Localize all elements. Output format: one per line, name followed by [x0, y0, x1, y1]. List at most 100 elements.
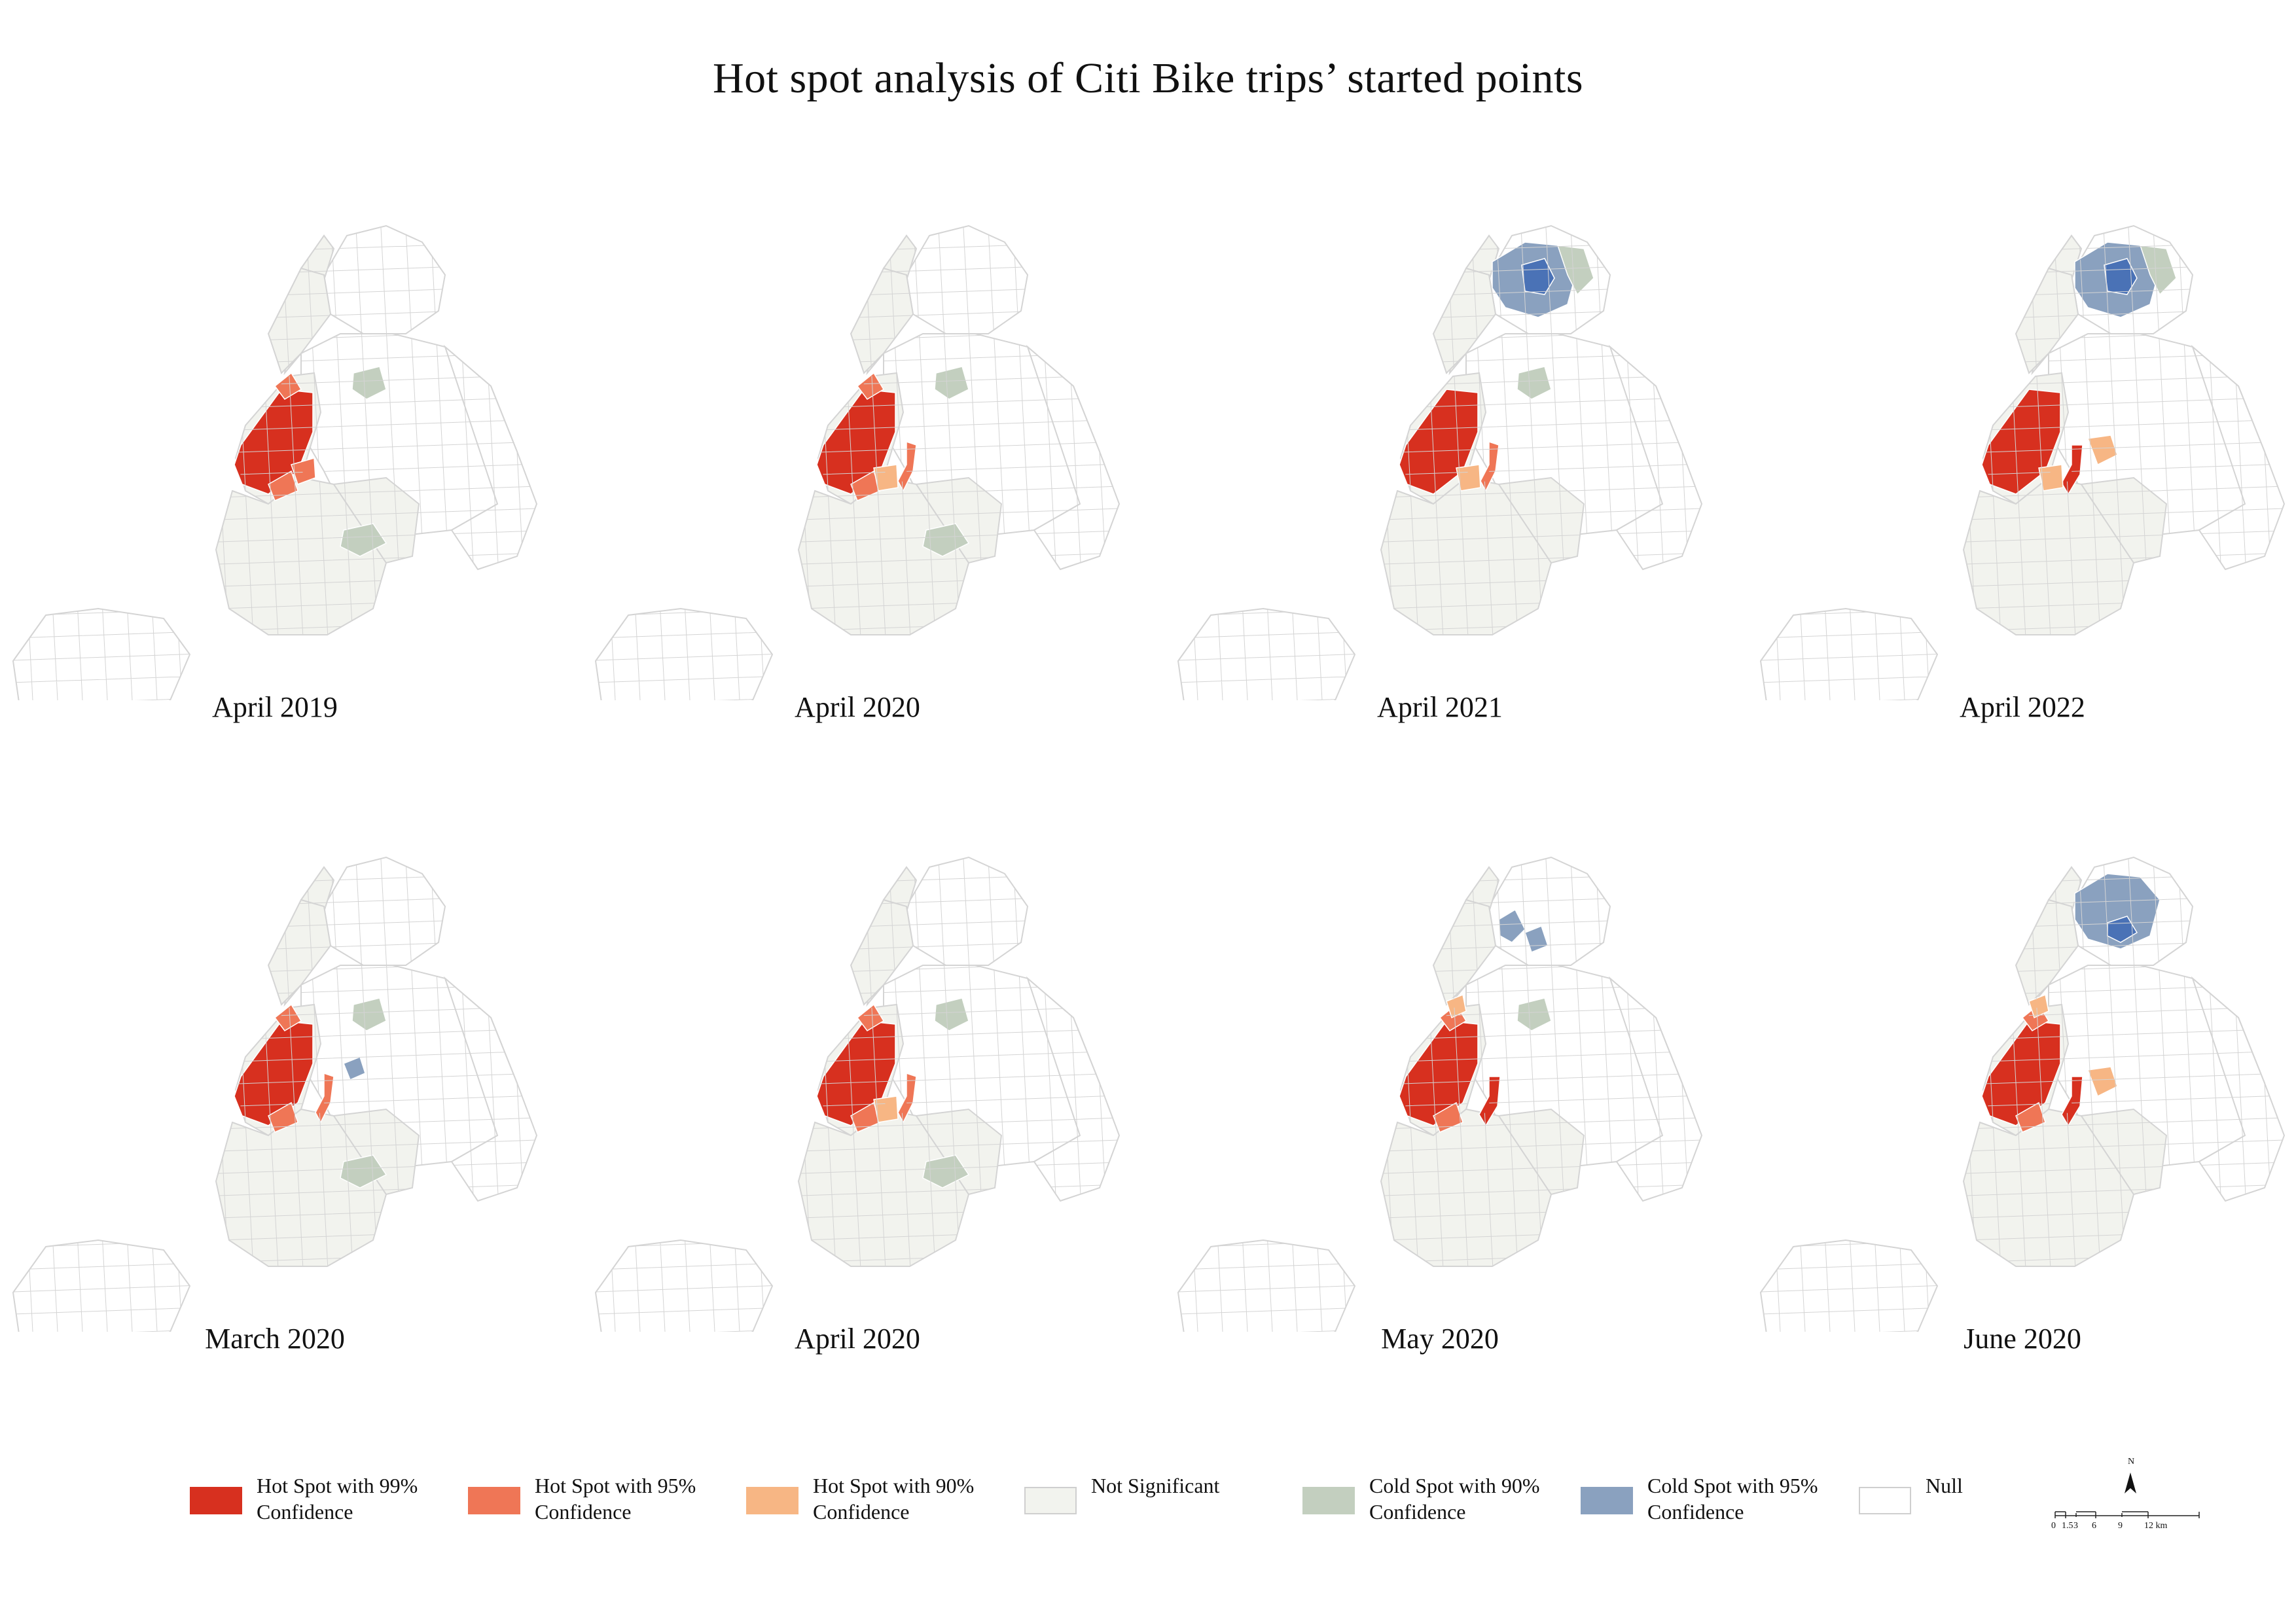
north-arrow-and-scale — [2054, 1472, 2200, 1518]
borough-brooklyn — [215, 476, 387, 635]
borough-upperWest — [2015, 267, 2079, 374]
borough-upperWest — [267, 899, 332, 1006]
borough-bronx — [1488, 856, 1611, 966]
map-title: Hot spot analysis of Citi Bike trips’ st… — [712, 54, 1583, 102]
hotspot-region-bronx_cold90 — [1556, 245, 1594, 296]
panel-caption: April 2022 — [1960, 691, 2085, 723]
hotspot-region-cold90_queens_north — [351, 997, 387, 1031]
hotspot-region-queens_hot90 — [2087, 1066, 2118, 1097]
map-panel: March 2020 — [0, 769, 556, 1371]
borough-upperWest — [1432, 899, 1497, 1006]
borough-queensEast — [1026, 344, 1121, 571]
hotspot-region-bk_waterfront_hot95 — [291, 457, 316, 485]
borough-upperWest — [850, 899, 914, 1006]
borough-brooklyn — [215, 1108, 387, 1267]
map-panel: June 2020 — [1741, 769, 2296, 1371]
borough-staten — [1177, 1239, 1356, 1332]
legend-swatch — [746, 1487, 798, 1514]
legend-swatch — [190, 1487, 242, 1514]
scale-tick-label: 3 — [2073, 1521, 2078, 1531]
hotspot-region-cold90_queens_north — [1516, 997, 1552, 1031]
choropleth-map — [1177, 224, 1703, 700]
scale-tick-label: 9 — [2118, 1521, 2123, 1531]
choropleth-map — [12, 224, 538, 700]
scale-tick-label: 12 km — [2144, 1521, 2168, 1531]
map-panel: April 2020 — [576, 769, 1139, 1371]
hotspot-region-queens_cold95 — [343, 1056, 366, 1080]
map-panel: April 2019 — [0, 137, 556, 740]
borough-queensEast — [443, 344, 538, 571]
borough-upperWest — [2015, 899, 2079, 1006]
panel-caption: June 2020 — [1964, 1323, 2081, 1355]
scale-tick-label: 6 — [2092, 1521, 2096, 1531]
borough-queensEast — [1608, 976, 1703, 1202]
panel-caption: March 2020 — [205, 1323, 345, 1355]
borough-queensEast — [1608, 344, 1703, 571]
map-panel: April 2022 — [1741, 137, 2296, 740]
hotspot-region-lic_hot95 — [315, 1072, 334, 1124]
panel-caption: April 2020 — [795, 691, 920, 723]
legend-label: Null — [1926, 1474, 1963, 1497]
panel-caption: April 2019 — [212, 691, 338, 723]
hotspot-region-queens_hot90 — [2087, 435, 2118, 466]
north-arrow-icon — [2125, 1472, 2136, 1493]
legend-label: Cold Spot with 95% Confidence — [1647, 1474, 1818, 1524]
borough-bronx — [905, 224, 1029, 334]
panel-caption: May 2020 — [1381, 1323, 1499, 1355]
borough-upperWest — [1432, 267, 1497, 374]
borough-brooklyn — [1380, 1108, 1552, 1267]
hotspot-region-cold90_queens_north — [351, 366, 387, 400]
borough-staten — [12, 607, 191, 700]
borough-staten — [1177, 607, 1356, 700]
borough-brooklyn — [1962, 1108, 2135, 1267]
hotspot-region-lic_hot95 — [897, 440, 917, 492]
borough-queensEast — [2191, 976, 2286, 1202]
borough-upperWest — [850, 267, 914, 374]
hotspot-region-bk_waterfront_hot90 — [2038, 464, 2064, 491]
borough-bronx — [323, 856, 446, 966]
borough-queensEast — [2191, 344, 2286, 571]
scale-tick-label: 1.5 — [2062, 1521, 2073, 1531]
borough-staten — [594, 607, 774, 700]
map-panel: April 2021 — [1158, 137, 1721, 740]
borough-bronx — [905, 856, 1029, 966]
borough-upperWest — [267, 267, 332, 374]
borough-staten — [594, 1239, 774, 1332]
legend-swatch — [468, 1487, 520, 1514]
hotspot-region-lic_hot95 — [897, 1072, 917, 1124]
choropleth-map — [594, 856, 1121, 1332]
legend-swatch — [1581, 1487, 1633, 1514]
choropleth-map — [1759, 856, 2286, 1332]
scale-bar: N 0 1.5 3 6 9 12 km — [2049, 1453, 2212, 1551]
borough-queensEast — [1026, 976, 1121, 1202]
hotspot-region-upper_hot90 — [2028, 993, 2049, 1019]
choropleth-map — [594, 224, 1121, 700]
map-panel: May 2020 — [1158, 769, 1721, 1371]
north-label: N — [2128, 1457, 2135, 1467]
hotspot-region-bk_waterfront_hot90 — [1456, 464, 1481, 491]
borough-bronx — [323, 224, 446, 334]
borough-staten — [1759, 607, 1939, 700]
hotspot-region-bronx_cold95 — [2074, 873, 2161, 950]
panel-caption: April 2020 — [795, 1323, 920, 1355]
legend-swatch — [1024, 1487, 1077, 1514]
hotspot-region-lic_hot95 — [1480, 440, 1499, 492]
hotspot-region-cold90_queens_north — [934, 997, 969, 1031]
hotspot-region-bronx_cold90 — [2139, 245, 2177, 296]
map-panel: April 2020 — [576, 137, 1139, 740]
hotspot-region-bk_waterfront_hot90 — [873, 1096, 899, 1123]
borough-staten — [12, 1239, 191, 1332]
choropleth-map — [1759, 224, 2286, 700]
legend-label: Hot Spot with 95% Confidence — [535, 1474, 696, 1524]
choropleth-map — [12, 856, 538, 1332]
legend-label: Hot Spot with 90% Confidence — [813, 1474, 975, 1524]
hotspot-region-upper_hot90 — [1446, 993, 1467, 1019]
borough-queensEast — [443, 976, 538, 1202]
legend-label: Hot Spot with 99% Confidence — [257, 1474, 418, 1524]
legend-swatch — [1302, 1487, 1355, 1514]
choropleth-map — [1177, 856, 1703, 1332]
hotspot-region-cold90_queens_north — [1516, 366, 1552, 400]
legend-swatch — [1859, 1487, 1911, 1514]
scale-tick-label: 0 — [2051, 1521, 2056, 1531]
legend-label: Not Significant — [1091, 1474, 1220, 1497]
